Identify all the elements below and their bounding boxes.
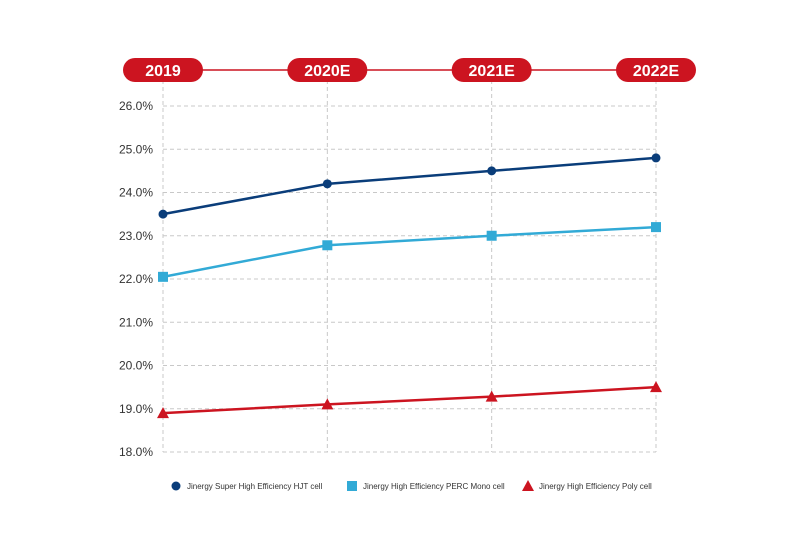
y-tick-label: 24.0% xyxy=(119,186,153,200)
legend-item: Jinergy High Efficiency PERC Mono cell xyxy=(347,481,505,491)
y-tick-label: 25.0% xyxy=(119,142,153,156)
data-point-square xyxy=(158,271,168,282)
data-point-square xyxy=(486,230,497,241)
data-point-square xyxy=(322,240,333,251)
series-line xyxy=(162,385,657,415)
data-point-square xyxy=(347,481,357,491)
legend-label: Jinergy High Efficiency PERC Mono cell xyxy=(363,482,505,491)
series-1 xyxy=(158,222,661,282)
data-point-circle xyxy=(171,481,181,491)
legend-item: Jinergy Super High Efficiency HJT cell xyxy=(171,481,323,491)
data-point-circle xyxy=(651,153,661,163)
series-0 xyxy=(158,153,661,219)
data-point-triangle xyxy=(650,381,662,393)
y-tick-label: 26.0% xyxy=(119,99,153,113)
x-category-label: 2019 xyxy=(145,63,181,80)
y-tick-label: 23.0% xyxy=(119,229,153,243)
series-line xyxy=(162,225,657,279)
series-2 xyxy=(157,381,662,419)
y-tick-label: 22.0% xyxy=(119,272,153,286)
y-tick-label: 20.0% xyxy=(119,359,153,373)
year-header: 2019 2020E 2021E 2022E xyxy=(123,58,696,82)
y-tick-label: 18.0% xyxy=(119,445,153,459)
data-point-triangle xyxy=(522,480,534,491)
year-pill xyxy=(451,58,532,82)
legend-item: Jinergy High Efficiency Poly cell xyxy=(522,480,652,491)
legend-label: Jinergy High Efficiency Poly cell xyxy=(539,482,652,491)
x-category-label: 2020E xyxy=(304,63,351,80)
data-point-circle xyxy=(322,179,332,189)
legend: Jinergy Super High Efficiency HJT cell Ji… xyxy=(171,480,652,491)
series-lines xyxy=(157,153,662,419)
year-pill xyxy=(616,58,696,82)
data-point-triangle xyxy=(321,398,334,410)
y-tick-label: 19.0% xyxy=(119,402,153,416)
grid-lines xyxy=(162,80,657,453)
year-pill xyxy=(123,58,203,82)
series-line xyxy=(162,156,657,216)
x-category-label: 2021E xyxy=(469,63,516,80)
data-point-circle xyxy=(158,209,168,219)
data-point-circle xyxy=(487,166,497,176)
year-pill xyxy=(287,58,368,82)
x-category-label: 2022E xyxy=(633,63,680,80)
legend-label: Jinergy Super High Efficiency HJT cell xyxy=(187,482,323,491)
data-point-square xyxy=(651,222,661,233)
y-axis: 26.0% 25.0% 24.0% 23.0% 22.0% 21.0% 20.0% 19.0%… xyxy=(119,99,153,459)
data-point-triangle xyxy=(485,390,498,402)
y-tick-label: 21.0% xyxy=(119,315,153,329)
data-point-triangle xyxy=(157,407,169,419)
